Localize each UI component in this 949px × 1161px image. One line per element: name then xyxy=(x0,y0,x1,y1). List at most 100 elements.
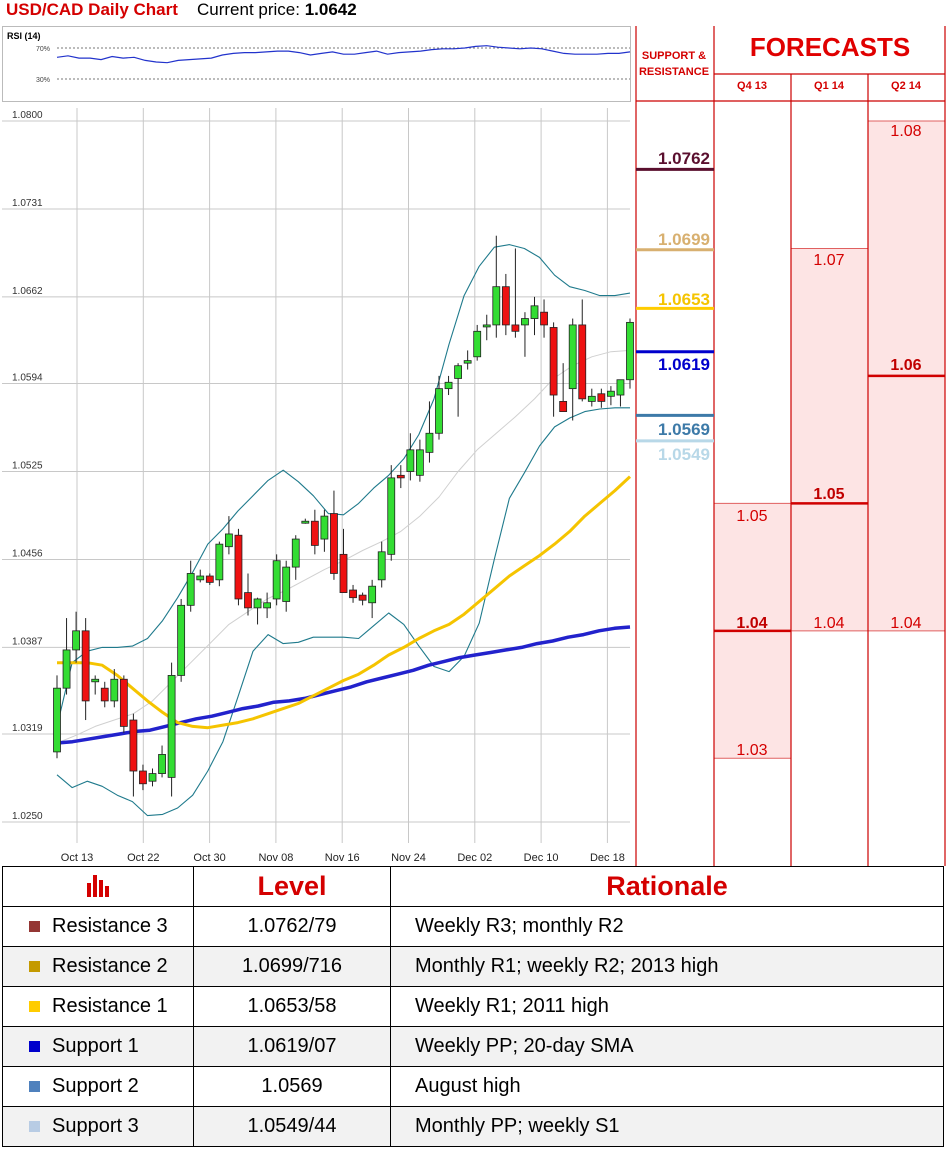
table-header-icon-cell xyxy=(2,866,194,907)
row-level: 1.0619/07 xyxy=(193,1026,391,1067)
row-name: Resistance 2 xyxy=(52,955,168,978)
current-price-label: Current price: xyxy=(197,0,300,19)
row-level: 1.0762/79 xyxy=(193,906,391,947)
candle xyxy=(473,330,482,358)
row-rationale: Weekly R3; monthly R2 xyxy=(390,906,944,947)
candle xyxy=(444,381,453,390)
price-chart: 1.0800 1.0731 1.0662 1.0594 1.0525 1.0456 1.03… xyxy=(2,108,634,866)
candle xyxy=(158,754,166,774)
level-s1: 1.0619 xyxy=(658,355,710,374)
row-rationale: Weekly PP; 20-day SMA xyxy=(390,1026,944,1067)
row-name: Support 1 xyxy=(52,1035,139,1058)
candle xyxy=(396,474,405,479)
table-row: Support 3 1.0549/44 Monthly PP; weekly S… xyxy=(2,1106,944,1147)
candle xyxy=(425,432,434,453)
x-tick-label: Oct 30 xyxy=(193,852,225,864)
y-tick-label: 1.0731 xyxy=(12,198,43,209)
candle xyxy=(234,534,243,600)
bar-chart-icon xyxy=(87,874,109,897)
y-tick-label: 1.0800 xyxy=(12,110,43,121)
candle xyxy=(139,770,147,785)
table-row: Support 2 1.0569 August high xyxy=(2,1066,944,1107)
color-swatch xyxy=(29,1121,40,1133)
x-tick-label: Dec 18 xyxy=(590,852,625,864)
row-name: Support 3 xyxy=(52,1115,139,1138)
candle xyxy=(415,449,424,476)
candle xyxy=(511,324,520,332)
candle xyxy=(492,286,501,326)
level-r3: 1.0762 xyxy=(658,149,710,168)
y-tick-label: 1.0387 xyxy=(12,636,43,647)
forecast-q2-high: 1.08 xyxy=(890,123,922,140)
candle xyxy=(119,678,128,727)
forecast-q4-mid: 1.04 xyxy=(736,615,768,632)
chart-title: USD/CAD Daily Chart xyxy=(6,0,178,19)
color-swatch xyxy=(29,1001,40,1013)
candle xyxy=(148,773,157,782)
forecasts-title: FORECASTS xyxy=(749,32,911,62)
y-tick-label: 1.0456 xyxy=(12,548,43,559)
sma-slow-line xyxy=(56,625,631,745)
candle xyxy=(244,592,252,609)
candle xyxy=(435,388,443,434)
forecast-q4-high: 1.05 xyxy=(736,508,768,525)
candle xyxy=(463,360,472,364)
candle xyxy=(387,477,396,555)
rsi-line xyxy=(56,45,631,64)
candle xyxy=(215,543,224,581)
table-row: Resistance 1 1.0653/58 Weekly R1; 2011 h… xyxy=(2,986,944,1027)
current-price-value: 1.0642 xyxy=(304,0,357,19)
table-header-row: Level Rationale xyxy=(2,866,944,907)
candle xyxy=(224,533,233,548)
level-column-header: Level xyxy=(193,866,391,907)
candle xyxy=(129,719,138,772)
candle xyxy=(540,311,548,326)
rationale-column-header: Rationale xyxy=(390,866,944,907)
candle xyxy=(597,393,606,402)
row-name-cell: Resistance 1 xyxy=(2,986,194,1027)
candle xyxy=(91,678,100,683)
candle xyxy=(521,318,529,326)
level-r1: 1.0653 xyxy=(658,290,710,309)
candle xyxy=(501,286,510,326)
candle xyxy=(272,560,281,600)
candle xyxy=(616,379,625,396)
candle xyxy=(263,602,272,609)
row-name-cell: Resistance 3 xyxy=(2,906,194,947)
candle xyxy=(530,305,539,319)
levels-panel xyxy=(635,26,946,866)
rsi-30-label: 30% xyxy=(36,77,50,84)
forecast-q1-mid: 1.05 xyxy=(813,486,845,503)
row-name-cell: Support 3 xyxy=(2,1106,194,1147)
candle xyxy=(377,551,386,581)
candle xyxy=(607,390,615,397)
rsi-label: RSI (14) xyxy=(7,31,41,41)
row-level: 1.0653/58 xyxy=(193,986,391,1027)
row-name-cell: Support 1 xyxy=(2,1026,194,1067)
candle xyxy=(310,520,319,546)
row-rationale: Weekly R1; 2011 high xyxy=(390,986,944,1027)
candle xyxy=(301,520,310,524)
table-row: Resistance 3 1.0762/79 Weekly R3; monthl… xyxy=(2,906,944,947)
row-level: 1.0569 xyxy=(193,1066,391,1107)
row-name: Support 2 xyxy=(52,1075,139,1098)
candle xyxy=(253,598,262,609)
candle xyxy=(587,395,596,402)
color-swatch xyxy=(29,961,40,973)
color-swatch xyxy=(29,1041,40,1053)
x-tick-label: Dec 10 xyxy=(524,852,559,864)
quarter-q2-14: Q2 14 xyxy=(891,80,921,92)
candle xyxy=(72,630,80,651)
row-name-cell: Resistance 2 xyxy=(2,946,194,987)
level-s3: 1.0549 xyxy=(658,445,710,464)
row-rationale: August high xyxy=(390,1066,944,1107)
candle xyxy=(358,594,367,601)
forecast-q1-high: 1.07 xyxy=(813,252,845,269)
candle xyxy=(100,687,109,702)
x-tick-label: Oct 22 xyxy=(127,852,159,864)
forecast-q2-low: 1.04 xyxy=(890,615,922,632)
rsi-70-label: 70% xyxy=(36,46,50,53)
candle xyxy=(320,515,329,540)
level-r2: 1.0699 xyxy=(658,230,710,249)
table-row: Resistance 2 1.0699/716 Monthly R1; week… xyxy=(2,946,944,987)
